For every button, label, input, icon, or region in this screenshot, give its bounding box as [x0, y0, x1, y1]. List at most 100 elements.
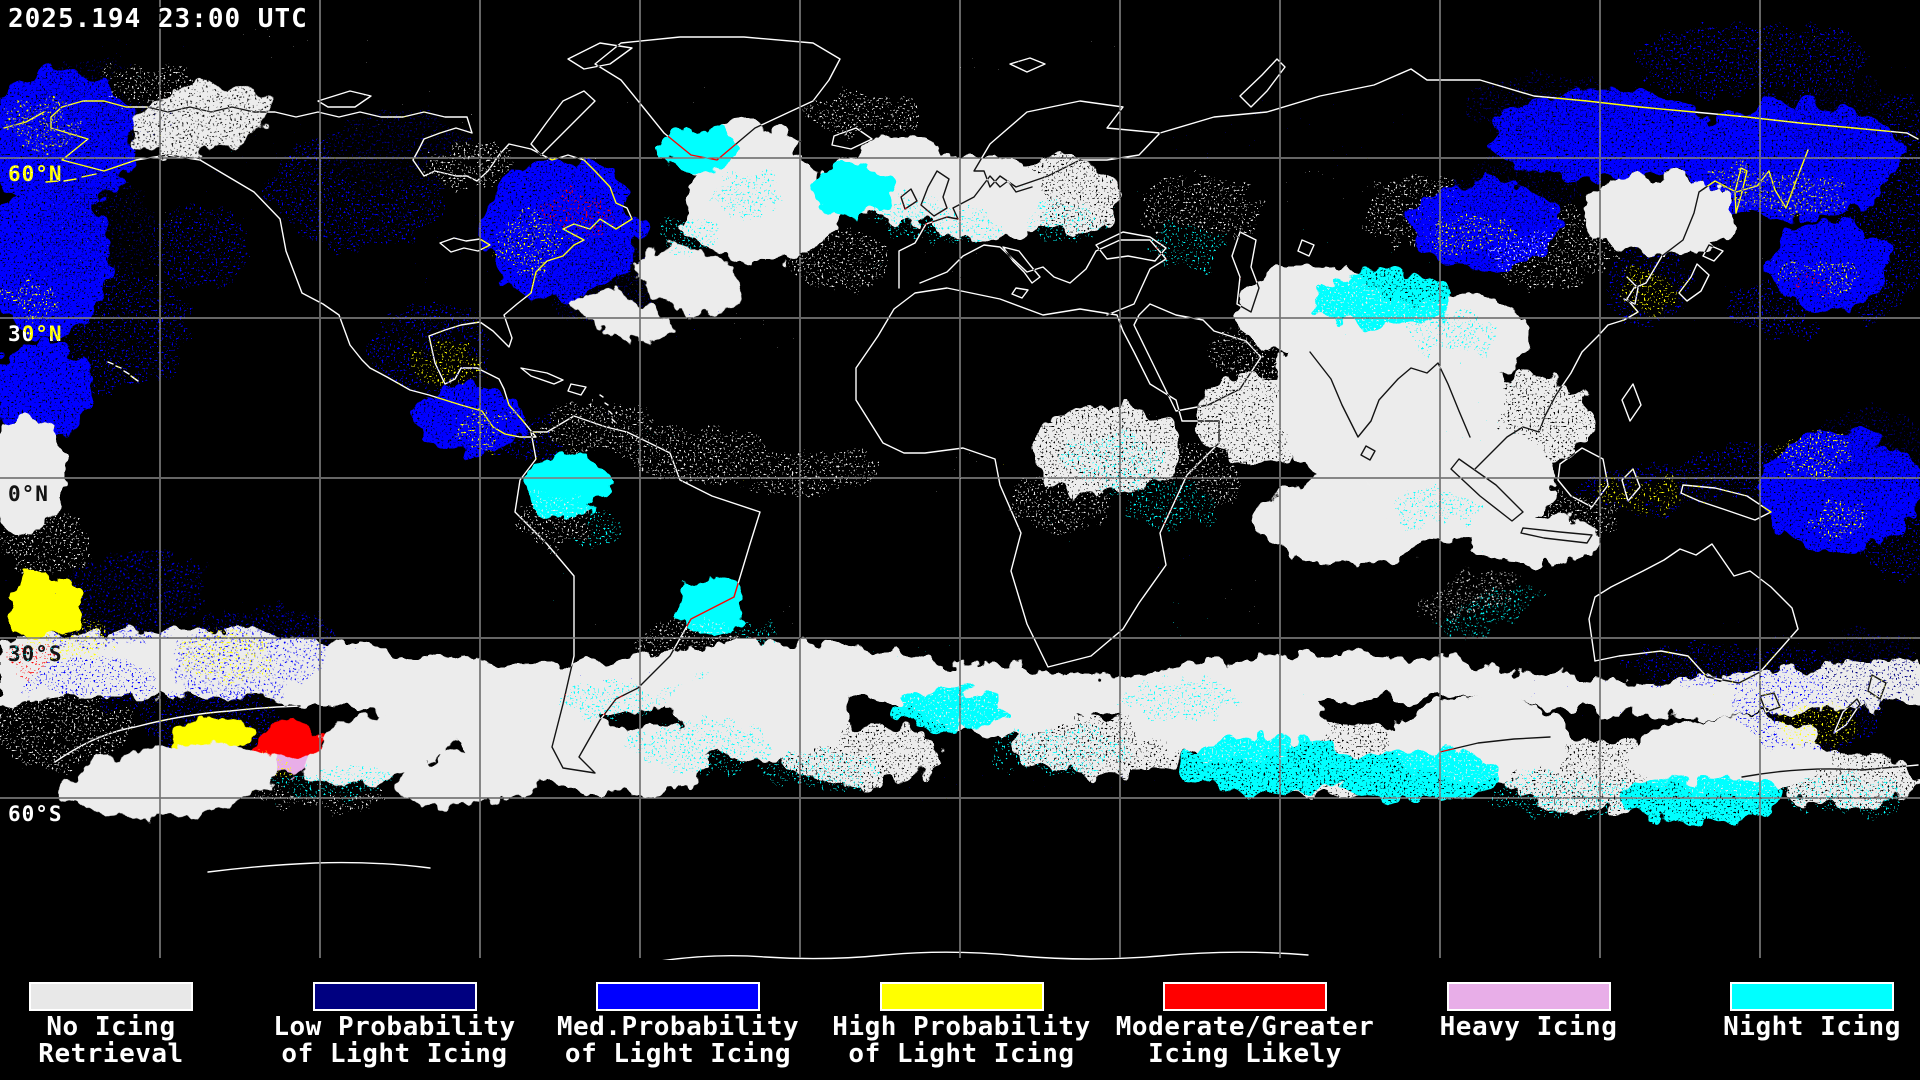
coastline-path [1439, 736, 1551, 753]
icing-blob [500, 150, 620, 210]
icing-blob [874, 198, 950, 238]
icing-blob [1470, 370, 1530, 400]
icing-blob [560, 682, 660, 718]
icing-blob [1490, 650, 1610, 690]
icing-blob [600, 65, 700, 115]
icing-blob [1180, 737, 1360, 793]
icing-blob [1790, 775, 1910, 815]
icing-blob [850, 244, 910, 272]
icing-blob [225, 622, 285, 658]
coastline-path [1741, 764, 1919, 778]
icing-blob [1026, 202, 1098, 242]
coastline-path [1297, 239, 1315, 257]
legend-label-line: of Light Icing [564, 1039, 792, 1069]
icing-blob [1438, 585, 1542, 635]
icing-blob [1150, 95, 1310, 165]
legend-label-line: Heavy Icing [1439, 1012, 1618, 1042]
coastline-path [3, 111, 45, 129]
icing-blob [714, 174, 782, 218]
icing-blob [1620, 645, 1780, 685]
coastline-path [1833, 698, 1861, 734]
legend-label: High Probability of Light Icing [802, 1014, 1122, 1068]
icing-blob [890, 233, 990, 277]
legend-label-line: of Light Icing [848, 1039, 1075, 1069]
icing-blob [975, 505, 1045, 535]
icing-blob [1700, 225, 1780, 275]
icing-blob [1020, 760, 1180, 800]
icing-blob [1090, 400, 1190, 440]
icing-blob [1340, 749, 1500, 801]
coastline-path [1678, 263, 1710, 302]
icing-blob [1810, 728, 1850, 752]
coastline-path [1360, 445, 1376, 461]
legend-swatch [312, 982, 477, 1011]
legend-label: Heavy Icing [1369, 1014, 1689, 1041]
legend-label-line: Moderate/Greater [1115, 1012, 1375, 1042]
coastline-path [1474, 149, 1809, 470]
icing-blob [1185, 575, 1275, 625]
coastline-path [514, 415, 761, 774]
legend-bar: No Icing Retrieval Low Probability of Light… [0, 960, 1920, 1080]
coastline-path [107, 361, 139, 382]
coastline-path [207, 861, 431, 873]
coastline-path [1450, 458, 1524, 522]
icing-blob [251, 722, 323, 768]
timestamp-label: 2025.194 23:00 UTC [8, 4, 308, 34]
icing-blob [1355, 430, 1445, 480]
icing-blob [1695, 461, 1765, 489]
legend-label: Night Icing [1652, 1014, 1920, 1041]
icing-blob [1086, 182, 1150, 218]
coastline-path [1867, 674, 1887, 700]
icing-blob [1480, 773, 1640, 817]
icing-blob [1055, 38, 1125, 62]
icing-blob [1580, 122, 1700, 158]
icing-blob [1815, 502, 1875, 538]
icing-blob [1727, 690, 1763, 710]
legend-label: Med.Probability of Light Icing [518, 1014, 838, 1068]
coastline-path [599, 394, 616, 423]
coastline-path [973, 100, 1161, 188]
icing-blob [303, 702, 467, 788]
coastline-path [1009, 57, 1046, 73]
icing-blob [0, 690, 130, 770]
icing-blob [350, 85, 490, 135]
coastline-path [920, 170, 950, 217]
coastline-path [1680, 484, 1772, 521]
coastline-path [1002, 246, 1041, 284]
latitude-label: 60°S [8, 802, 63, 826]
icing-blob [710, 305, 850, 355]
coastline-path [1621, 468, 1641, 502]
icing-blob [850, 634, 950, 666]
icing-blob [1495, 230, 1595, 290]
latitude-label: 30°N [8, 322, 63, 346]
icing-blob [1195, 375, 1315, 465]
coastline-path [1159, 68, 1919, 140]
icing-blob [630, 720, 770, 770]
icing-blob [1422, 570, 1518, 620]
icing-blob [1205, 330, 1305, 380]
latitude-labels: 60°N 30°N 0°N 30°S 60°S [8, 162, 63, 826]
legend-label-line: Night Icing [1723, 1012, 1901, 1042]
icing-blob [0, 545, 70, 595]
icing-blob [598, 246, 642, 274]
coastline-path [594, 36, 841, 161]
icing-blob [1643, 490, 1687, 510]
coastline-path [1011, 287, 1029, 299]
icing-blob [1020, 500, 1100, 540]
icing-blob [575, 292, 669, 338]
icing-blob [1470, 75, 1630, 145]
icing-blob [984, 164, 1040, 196]
icing-blob [1807, 460, 1843, 480]
icing-blob [360, 190, 410, 220]
legend-label-line: Retrieval [38, 1039, 184, 1069]
icing-blob [1125, 480, 1215, 530]
legend-label-line: of Light Icing [281, 1039, 508, 1069]
coastline-path [439, 237, 491, 253]
coastline-path [50, 100, 633, 438]
coastline-path [567, 42, 633, 70]
icing-blob [1280, 100, 1420, 160]
coastline-path [1734, 167, 1748, 214]
icing-blob [1470, 541, 1550, 569]
latitude-label: 0°N [8, 482, 49, 506]
